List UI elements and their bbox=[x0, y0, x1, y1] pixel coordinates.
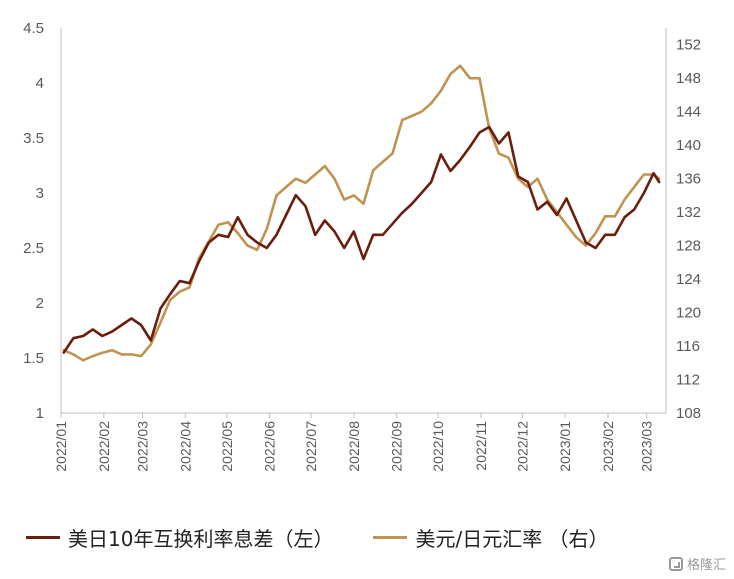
series-line-usdjpy bbox=[62, 64, 661, 362]
left-tick-label: 3 bbox=[36, 185, 44, 202]
right-tick-label: 120 bbox=[676, 305, 701, 322]
right-tick-label: 132 bbox=[676, 204, 701, 221]
left-axis-ticks: 1 1.5 2 2.5 3 3.5 4 4.5 bbox=[23, 20, 44, 422]
right-tick-label: 152 bbox=[676, 37, 701, 54]
right-tick-label: 128 bbox=[676, 238, 701, 255]
x-tick-label: 2022/02 bbox=[96, 421, 112, 472]
left-tick-label: 1.5 bbox=[23, 350, 44, 367]
x-tick-label: 2022/06 bbox=[262, 421, 278, 472]
legend-item-spread: 美日10年互换利率息差（左） bbox=[26, 523, 333, 552]
x-tick-label: 2022/11 bbox=[473, 421, 489, 471]
x-tick-label: 2022/08 bbox=[346, 421, 362, 472]
left-tick-label: 3.5 bbox=[23, 130, 44, 147]
watermark-logo-icon bbox=[668, 556, 683, 571]
x-tick-label: 2023/03 bbox=[639, 421, 655, 472]
x-tick-label: 2022/03 bbox=[134, 421, 150, 472]
right-tick-label: 140 bbox=[676, 137, 701, 154]
left-tick-label: 1 bbox=[36, 405, 44, 422]
legend-swatch-spread bbox=[26, 536, 60, 539]
right-tick-label: 116 bbox=[676, 338, 700, 355]
right-tick-label: 112 bbox=[676, 372, 700, 389]
x-tick-label: 2023/02 bbox=[600, 421, 616, 472]
x-tick-label: 2022/07 bbox=[303, 421, 319, 472]
right-tick-label: 108 bbox=[676, 405, 701, 422]
watermark: 格隆汇 bbox=[668, 554, 726, 573]
watermark-text: 格隆汇 bbox=[686, 558, 726, 573]
legend: 美日10年互换利率息差（左） 美元/日元汇率 （右） bbox=[26, 523, 649, 552]
left-tick-label: 2 bbox=[36, 295, 44, 312]
left-tick-label: 4 bbox=[36, 75, 44, 92]
legend-item-usdjpy: 美元/日元汇率 （右） bbox=[373, 523, 609, 552]
x-tick-label: 2022/04 bbox=[177, 421, 193, 472]
right-tick-label: 148 bbox=[676, 70, 701, 87]
x-tick-label: 2023/01 bbox=[557, 421, 573, 472]
x-tick-label: 2022/10 bbox=[430, 421, 446, 472]
legend-label-usdjpy: 美元/日元汇率 （右） bbox=[415, 527, 609, 551]
legend-label-spread: 美日10年互换利率息差（左） bbox=[68, 527, 334, 551]
x-tick-label: 2022/01 bbox=[53, 421, 69, 472]
x-axis-ticks: 2022/01 2022/02 2022/03 2022/04 2022/05 2022/… bbox=[53, 413, 655, 472]
right-tick-label: 136 bbox=[676, 171, 701, 188]
right-axis-ticks: 108 112 116 120 124 128 132 136 140 144 148 152 bbox=[676, 37, 701, 422]
series-line-spread bbox=[62, 125, 661, 354]
x-tick-label: 2022/09 bbox=[389, 421, 405, 472]
legend-swatch-usdjpy bbox=[373, 536, 408, 539]
series-lines bbox=[62, 64, 661, 362]
left-tick-label: 2.5 bbox=[23, 240, 44, 257]
x-tick-label: 2022/05 bbox=[219, 421, 235, 472]
left-tick-label: 4.5 bbox=[23, 20, 44, 37]
right-tick-label: 124 bbox=[676, 271, 701, 288]
right-tick-label: 144 bbox=[676, 104, 701, 121]
x-tick-label: 2022/12 bbox=[514, 421, 530, 472]
